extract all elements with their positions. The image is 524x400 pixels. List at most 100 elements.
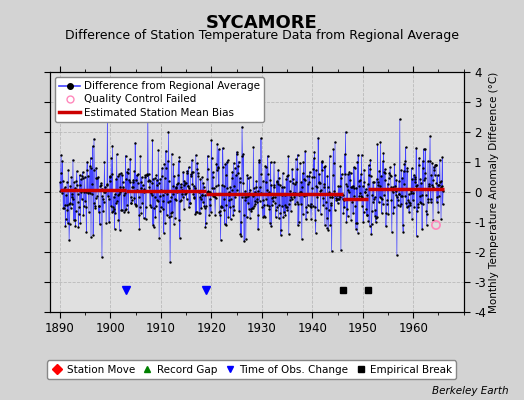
Point [130,168,138,174]
Point [396,202,405,209]
Point [239,150,247,157]
Point [278,203,287,209]
Point [415,155,423,161]
Point [72,168,81,174]
Point [209,169,217,175]
Point [428,182,436,188]
Point [390,183,399,190]
Point [83,166,91,173]
Point [232,172,240,179]
Point [230,182,238,189]
Point [74,198,82,205]
Point [75,204,83,211]
Point [371,212,379,219]
Point [209,174,217,180]
Point [60,204,68,211]
Point [89,200,97,206]
Point [282,176,290,182]
Point [420,146,428,152]
Text: SYCAMORE: SYCAMORE [206,14,318,32]
Point [122,152,130,159]
Point [375,168,384,174]
Point [401,144,410,150]
Point [294,219,303,225]
Point [290,192,298,198]
Point [117,170,125,176]
Point [408,176,417,182]
Point [108,142,117,149]
Point [437,178,445,184]
Point [438,154,446,160]
Point [59,204,68,211]
Point [184,164,193,170]
Point [333,195,341,202]
Point [305,168,314,175]
Point [147,190,155,196]
Point [62,202,71,208]
Point [429,216,437,223]
Point [66,183,74,189]
Point [68,194,76,200]
Point [129,176,138,183]
Point [342,218,351,225]
Point [324,206,333,213]
Point [418,165,427,172]
Point [87,165,95,172]
Point [62,192,70,199]
Point [173,189,181,195]
Point [402,204,411,210]
Point [88,181,96,187]
Point [367,221,376,228]
Point [360,167,368,173]
Point [405,208,413,215]
Point [215,208,224,215]
Point [341,151,349,157]
Point [365,162,373,169]
Point [252,183,260,190]
Point [166,198,174,204]
Point [208,184,216,191]
Point [57,152,66,158]
Point [105,219,113,226]
Point [180,206,188,212]
Point [355,183,363,190]
Y-axis label: Monthly Temperature Anomaly Difference (°C): Monthly Temperature Anomaly Difference (… [489,71,499,313]
Legend: Difference from Regional Average, Quality Control Failed, Estimated Station Mean: Difference from Regional Average, Qualit… [55,77,264,122]
Point [111,191,119,198]
Point [113,191,122,198]
Point [389,184,397,190]
Point [369,179,377,185]
Point [65,237,73,244]
Point [352,220,360,226]
Point [353,220,361,227]
Point [353,158,362,165]
Point [214,165,222,172]
Point [98,193,106,200]
Point [427,198,435,205]
Point [279,170,287,176]
Point [265,206,274,212]
Point [173,180,182,186]
Point [66,200,74,206]
Point [395,178,403,184]
Point [199,180,208,187]
Point [320,184,328,190]
Point [136,185,145,191]
Point [246,186,255,193]
Point [102,182,111,188]
Point [243,214,251,221]
Point [164,128,172,135]
Point [370,196,378,202]
Point [255,158,263,165]
Point [172,185,180,191]
Point [126,194,135,200]
Point [92,164,100,171]
Point [321,163,330,169]
Point [236,230,245,237]
Point [316,188,324,194]
Point [341,170,350,177]
Point [307,200,315,207]
Point [372,214,380,221]
Point [102,186,110,193]
Point [138,200,147,206]
